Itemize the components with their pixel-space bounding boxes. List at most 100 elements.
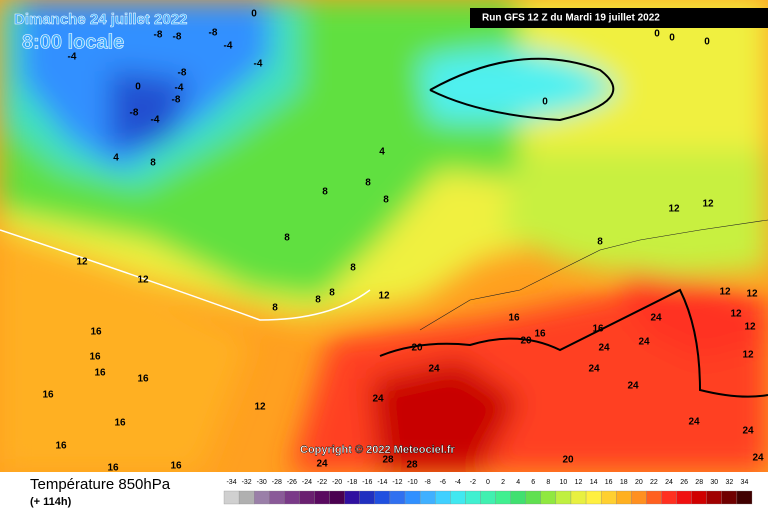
isotherm-label: 8 xyxy=(272,303,278,314)
isotherm-label: 12 xyxy=(746,289,758,300)
isotherm-label: 24 xyxy=(650,313,662,324)
legend-swatch xyxy=(284,490,300,505)
isotherm-label: 4 xyxy=(379,147,385,158)
legend-label: -6 xyxy=(440,479,446,486)
legend-swatch xyxy=(374,490,391,505)
legend-label: -26 xyxy=(287,479,297,486)
isotherm-label: 8 xyxy=(322,187,328,198)
footer-title: Température 850hPa xyxy=(30,476,171,493)
legend-swatch xyxy=(480,490,496,505)
legend-label: 0 xyxy=(486,479,490,486)
isotherm-label: -4 xyxy=(224,41,233,52)
run-info: Run GFS 12 Z du Mardi 19 juillet 2022 xyxy=(482,13,660,24)
legend-swatch xyxy=(721,490,738,505)
isotherm-label: 8 xyxy=(597,237,603,248)
lead-time: (+ 114h) xyxy=(30,496,72,508)
legend-swatch xyxy=(736,490,753,505)
isotherm-label: 24 xyxy=(372,394,384,405)
legend-swatch xyxy=(706,490,722,505)
legend-swatch xyxy=(254,490,270,505)
forecast-time: 8:00 locale xyxy=(22,31,124,53)
legend-label: -4 xyxy=(455,479,461,486)
legend-swatch xyxy=(540,490,557,505)
color-legend: -34 -32 -30 -28 -26 -24 -22 -20 -18 -16 -14 -12 -10-… xyxy=(223,479,753,505)
isotherm-label: 12 xyxy=(254,402,266,413)
isotherm-label: 4 xyxy=(113,153,119,164)
isotherm-label: 24 xyxy=(688,417,700,428)
legend-label: -30 xyxy=(257,479,267,486)
isotherm-label: 8 xyxy=(383,195,389,206)
isotherm-label: 8 xyxy=(315,295,321,306)
legend-label: 6 xyxy=(531,479,535,486)
isotherm-label: 0 xyxy=(251,9,257,20)
legend-swatch xyxy=(631,490,647,505)
legend-swatch xyxy=(691,490,707,505)
legend-swatch xyxy=(661,490,677,505)
legend-label: 4 xyxy=(516,479,520,486)
isotherm-label: 16 xyxy=(89,352,101,363)
legend-swatch xyxy=(329,490,345,505)
isotherm-label: 16 xyxy=(42,390,54,401)
legend-swatch xyxy=(525,490,541,505)
isotherm-label: 0 xyxy=(669,33,675,44)
isotherm-label: 0 xyxy=(654,29,660,40)
legend-label: 22 xyxy=(650,479,658,486)
isotherm-label: 12 xyxy=(744,322,756,333)
isotherm-label: 16 xyxy=(508,313,520,324)
isotherm-label: 16 xyxy=(55,441,67,452)
legend-swatch xyxy=(676,490,692,505)
forecast-date: Dimanche 24 juillet 2022 xyxy=(14,11,187,28)
legend-label: 20 xyxy=(635,479,643,486)
isotherm-label: 12 xyxy=(742,350,754,361)
isotherm-label: 24 xyxy=(627,381,639,392)
legend-label: 10 xyxy=(560,479,568,486)
isotherm-label: 20 xyxy=(562,455,574,466)
isotherm-label: 24 xyxy=(752,453,764,464)
isotherm-label: 20 xyxy=(411,343,423,354)
isotherm-label: 8 xyxy=(329,288,335,299)
isotherm-label: 16 xyxy=(90,327,102,338)
legend-swatch xyxy=(389,490,406,505)
isotherm-label: 8 xyxy=(284,233,290,244)
isotherm-label: 8 xyxy=(150,158,156,169)
legend-swatch xyxy=(344,490,360,505)
legend-swatch xyxy=(238,490,255,505)
isotherm-label: 16 xyxy=(94,368,106,379)
legend-label: -34 xyxy=(226,479,236,486)
legend-label: -14 xyxy=(377,479,387,486)
legend-label: 26 xyxy=(680,479,688,486)
isotherm-label: 20 xyxy=(520,336,532,347)
isotherm-label: 16 xyxy=(137,374,149,385)
legend-swatch xyxy=(465,490,481,505)
isotherm-label: 24 xyxy=(428,364,440,375)
isotherm-label: 12 xyxy=(668,204,680,215)
temperature-map xyxy=(0,0,768,472)
isotherm-label: 24 xyxy=(588,364,600,375)
isotherm-label: -4 xyxy=(151,115,160,126)
legend-swatch xyxy=(299,490,315,505)
legend-label: 32 xyxy=(725,479,733,486)
isotherm-label: 24 xyxy=(598,343,610,354)
isotherm-label: 28 xyxy=(406,460,418,471)
legend-label: -18 xyxy=(347,479,357,486)
isotherm-label: 12 xyxy=(719,287,731,298)
legend-label: -32 xyxy=(242,479,252,486)
legend-label: -2 xyxy=(470,479,476,486)
isotherm-label: -8 xyxy=(154,30,163,41)
legend-swatch xyxy=(404,490,421,505)
legend-label: 12 xyxy=(575,479,583,486)
legend-label: -28 xyxy=(272,479,282,486)
isotherm-label: 16 xyxy=(592,324,604,335)
isotherm-label: -4 xyxy=(68,52,77,63)
legend-label: 24 xyxy=(665,479,673,486)
legend-label: 8 xyxy=(546,479,550,486)
isotherm-label: -8 xyxy=(173,32,182,43)
isotherm-label: 16 xyxy=(114,418,126,429)
legend-label: 28 xyxy=(695,479,703,486)
legend-label: -22 xyxy=(317,479,327,486)
legend-label: -24 xyxy=(302,479,312,486)
legend-label: -10 xyxy=(408,479,418,486)
isotherm-label: 24 xyxy=(316,459,328,470)
legend-swatch xyxy=(616,490,632,505)
